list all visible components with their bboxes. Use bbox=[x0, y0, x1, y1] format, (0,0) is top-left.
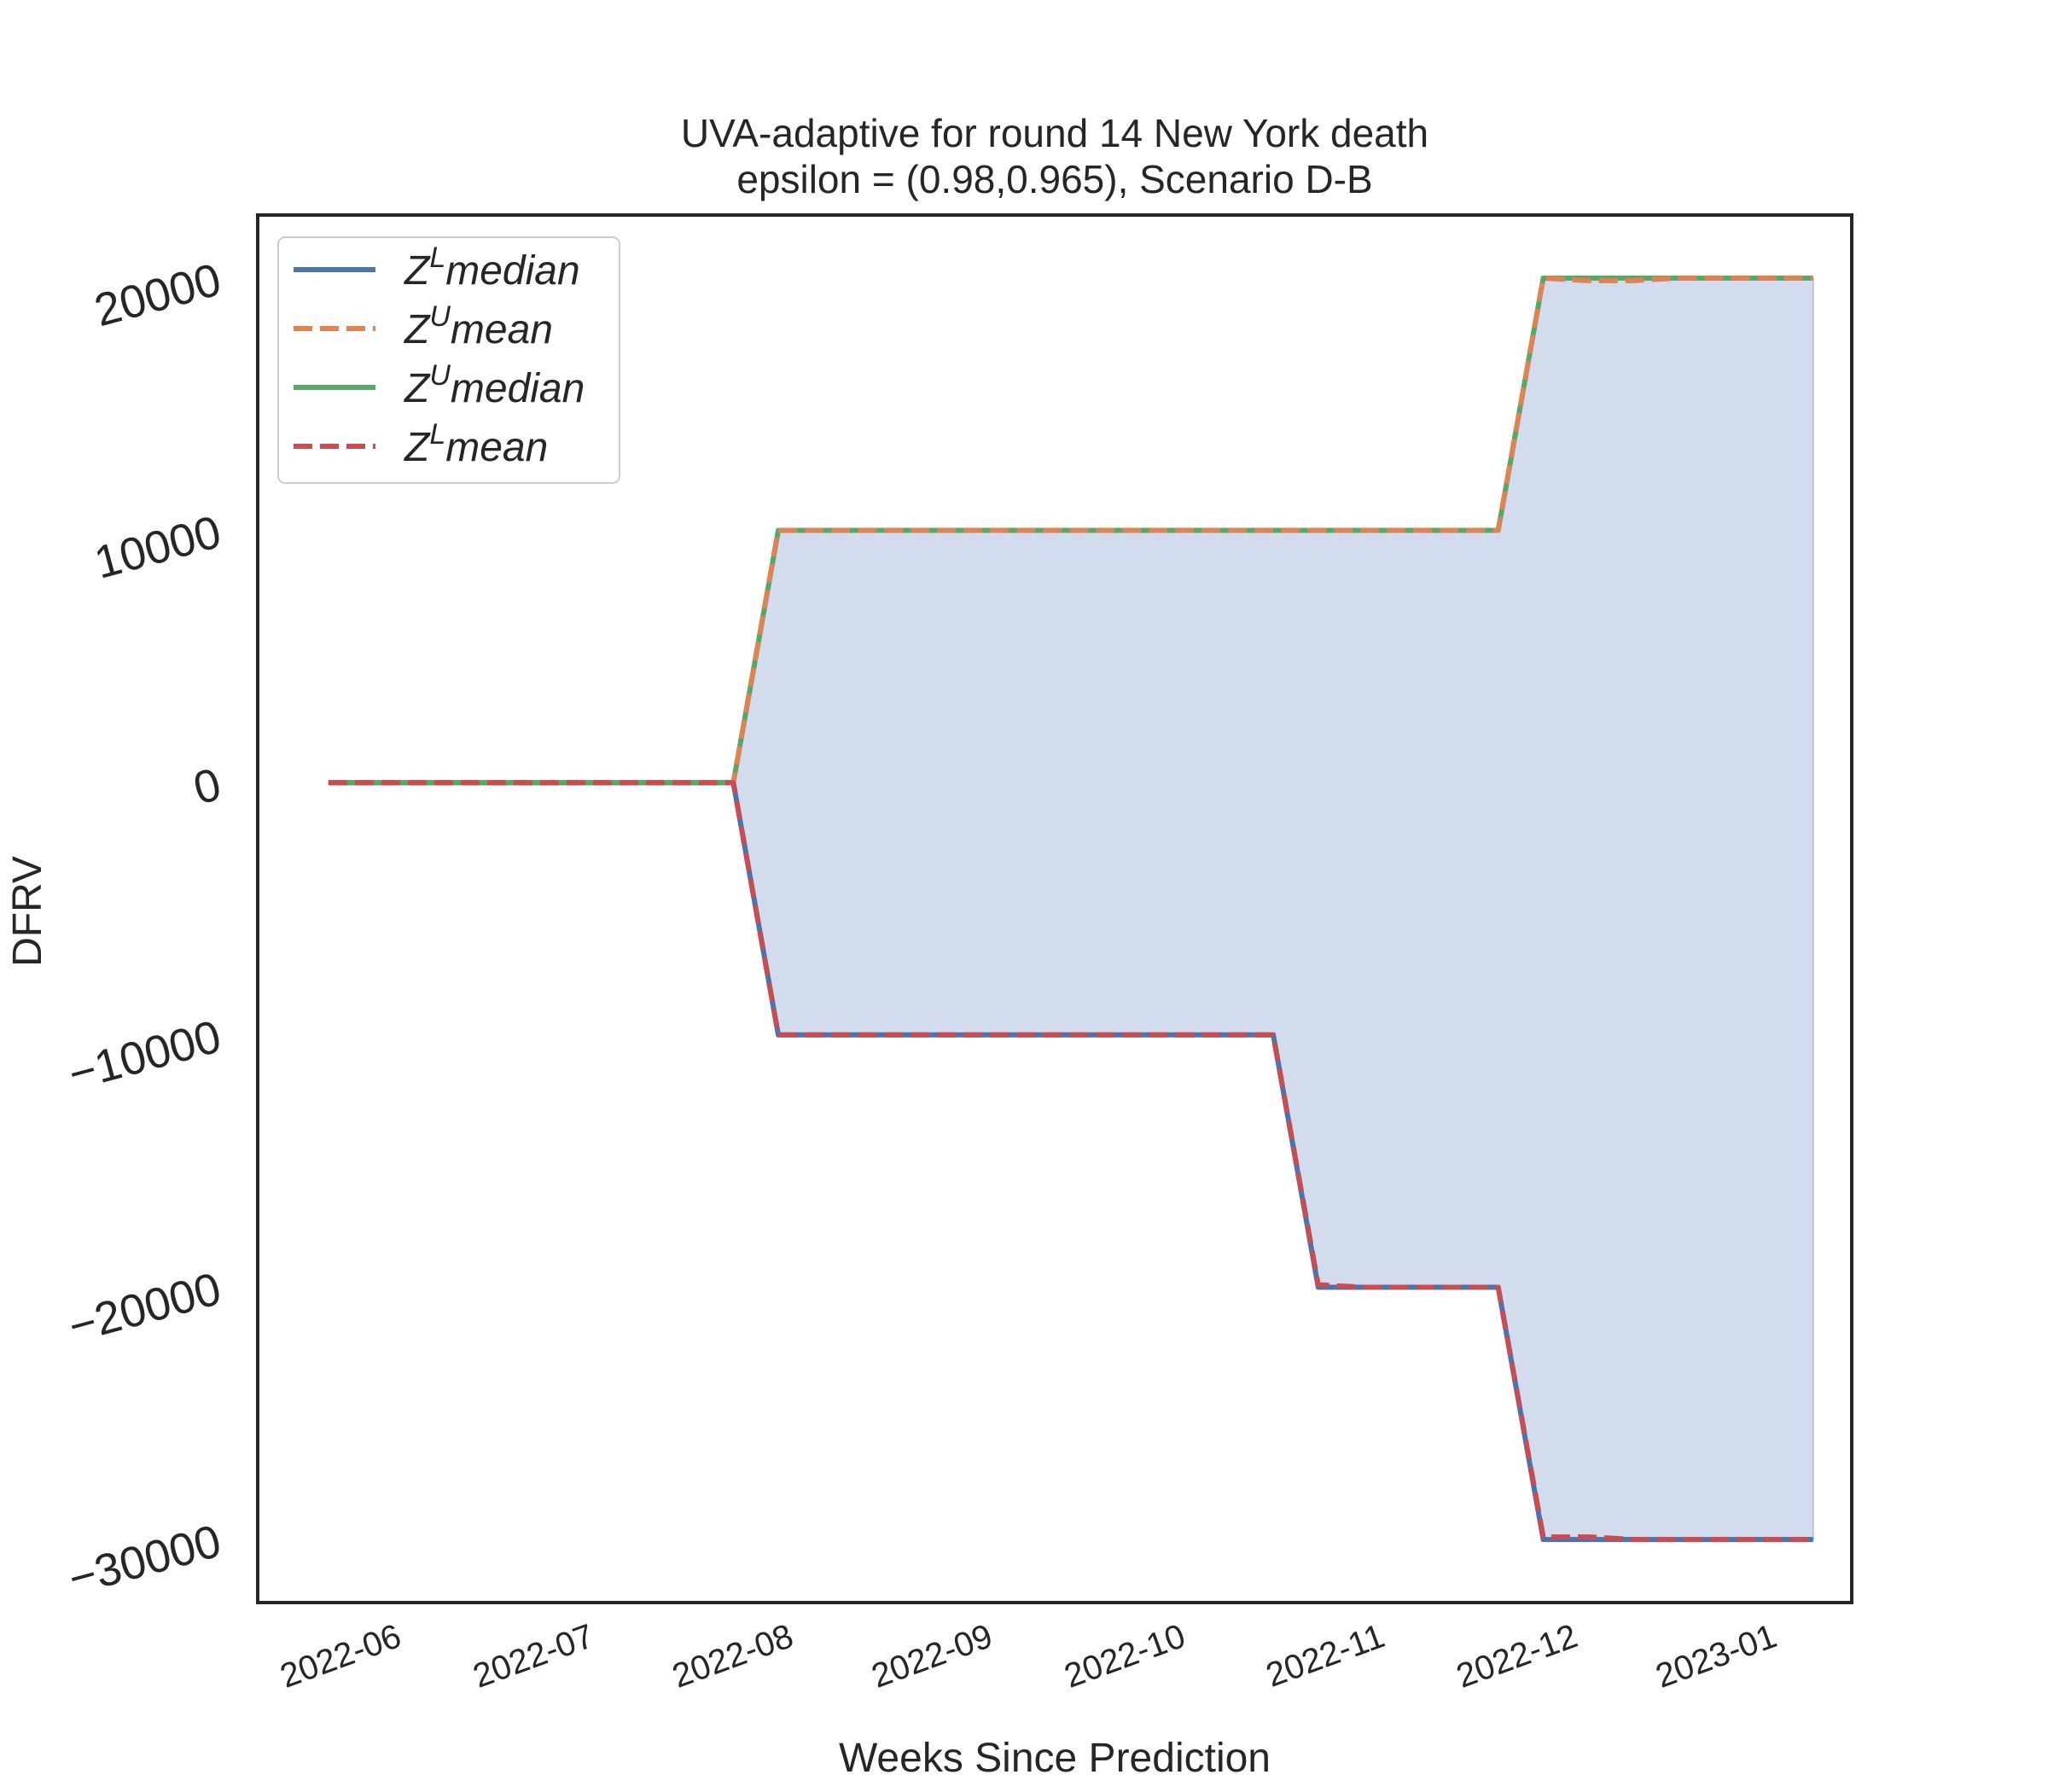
x-tick-label: 2022-09 bbox=[867, 1617, 998, 1696]
plot-area bbox=[256, 213, 1853, 1604]
chart-title: UVA-adaptive for round 14 New York death bbox=[681, 111, 1428, 155]
y-axis-ticks: −30000 −20000 −10000 0 10000 20000 bbox=[63, 254, 226, 1605]
y-tick-label: 20000 bbox=[90, 254, 227, 337]
x-tick-label: 2022-06 bbox=[276, 1617, 406, 1696]
x-tick-label: 2023-01 bbox=[1651, 1617, 1782, 1696]
x-tick-label: 2022-07 bbox=[468, 1617, 599, 1696]
legend-label: ZUmedian bbox=[404, 359, 585, 411]
y-tick-label: 0 bbox=[189, 759, 227, 815]
legend-label: ZLmean bbox=[404, 418, 548, 470]
x-axis-ticks: 2022-06 2022-07 2022-08 2022-09 2022-10 2022-… bbox=[276, 1617, 1782, 1696]
y-tick-label: −20000 bbox=[63, 1263, 226, 1353]
chart-subtitle: epsilon = (0.98,0.965), Scenario D-B bbox=[736, 157, 1372, 201]
y-tick-label: −10000 bbox=[63, 1010, 226, 1100]
series-line-z-l-mean bbox=[328, 780, 1813, 1543]
x-tick-label: 2022-08 bbox=[667, 1617, 798, 1696]
x-tick-label: 2022-10 bbox=[1060, 1617, 1190, 1696]
x-tick-label: 2022-11 bbox=[1261, 1617, 1389, 1695]
y-axis-label: DFRV bbox=[5, 856, 50, 967]
plot-frame bbox=[256, 213, 1853, 1604]
y-tick-label: 10000 bbox=[90, 506, 227, 589]
legend-label: ZUmean bbox=[404, 300, 553, 352]
legend: ZLmedian ZUmean ZUmedian ZLmean bbox=[277, 236, 620, 484]
legend-box bbox=[277, 236, 620, 484]
legend-label: ZLmedian bbox=[404, 241, 580, 294]
x-tick-label: 2022-12 bbox=[1452, 1617, 1582, 1696]
x-axis-label: Weeks Since Prediction bbox=[839, 1736, 1271, 1781]
y-tick-label: −30000 bbox=[63, 1516, 226, 1605]
